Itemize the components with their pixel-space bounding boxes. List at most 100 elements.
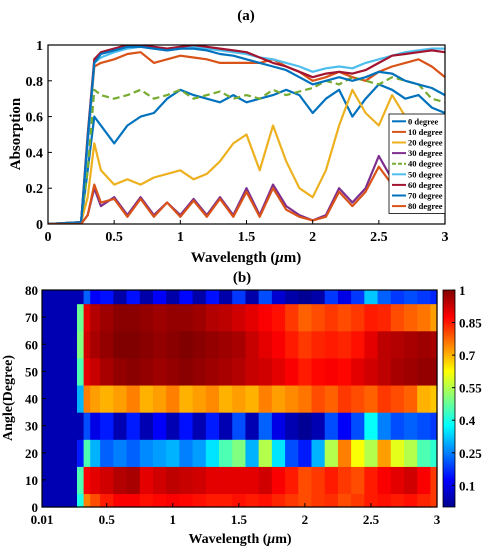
chart-b-heatmap-cell <box>126 357 141 386</box>
chart-b-heatmap-cell <box>100 384 114 413</box>
chart-b-heatmap-cell <box>390 290 405 305</box>
chart-b-x-tick-label: 1.5 <box>231 512 248 527</box>
chart-b-heatmap-cell <box>219 412 233 440</box>
chart-b-heatmap-cell <box>113 466 128 495</box>
chart-b-heatmap-cell <box>271 466 286 495</box>
chart-b-heatmap-cell <box>179 330 194 359</box>
chart-b-heatmap-cell <box>192 303 207 332</box>
chart-b-heatmap-cell <box>100 330 114 359</box>
chart-b-heatmap-cell <box>337 290 352 305</box>
chart-b-heatmap-cell <box>258 384 273 413</box>
chart-b-heatmap-cell <box>351 493 365 508</box>
chart-b-x-tick-label: 0.5 <box>99 512 116 527</box>
chart-b-heatmap-cell <box>205 357 220 386</box>
chart-b-y-tick-label: 60 <box>25 337 38 352</box>
chart-b-heatmap-cell <box>298 412 313 440</box>
chart-b-heatmap-cell <box>192 330 207 359</box>
chart-b-heatmap-cell <box>377 384 392 413</box>
chart-b-heatmap-cell <box>42 357 59 386</box>
chart-b-y-ticks: 0 10 20 30 40 50 60 70 80 <box>25 283 46 515</box>
chart-b-heatmap-cell <box>90 412 101 440</box>
chart-b-heatmap-cell <box>403 412 418 440</box>
chart-b-heatmap-cell <box>83 357 91 386</box>
chart-b-heatmap-cell <box>311 493 326 508</box>
chart-a-legend-label: 30 degree <box>408 148 443 158</box>
chart-b-heatmap-cell <box>77 466 85 495</box>
chart-b-heatmap-cell <box>351 303 365 332</box>
chart-a-legend-label: 60 degree <box>408 180 443 190</box>
chart-b-heatmap-cell <box>42 303 59 332</box>
chart-b-heatmap-cell <box>205 330 220 359</box>
chart-b-heatmap-cell <box>377 330 392 359</box>
chart-b-heatmap-cell <box>258 439 273 467</box>
chart-b-heatmap-cell <box>417 357 431 386</box>
chart-b-heatmap-cell <box>77 384 85 413</box>
chart-b-heatmap-cell <box>139 357 154 386</box>
chart-b-heatmap-cell <box>324 384 339 413</box>
chart-b-heatmap-cell <box>179 384 194 413</box>
chart-b-heatmap-cell <box>377 412 392 440</box>
chart-b-heatmap-cell <box>57 439 78 467</box>
chart-b-heatmap-cell <box>377 493 392 508</box>
chart-b-heatmap-cell <box>403 439 418 467</box>
chart-b-heatmap-cell <box>113 412 128 440</box>
chart-b-heatmap-cell <box>192 384 207 413</box>
chart-b-heatmap-cell <box>298 466 313 495</box>
chart-b-heatmap-cell <box>245 466 260 495</box>
chart-b-heatmap-cell <box>83 330 91 359</box>
chart-b-heatmap-cell <box>337 384 352 413</box>
chart-b-heatmap-cell <box>90 384 101 413</box>
chart-b-heatmap-cell <box>258 466 273 495</box>
chart-b-heatmap-cell <box>417 439 431 467</box>
chart-b-heatmap-cell <box>417 330 431 359</box>
chart-b-heatmap-cell <box>324 303 339 332</box>
chart-b-heatmap-cell <box>113 330 128 359</box>
chart-b-x-tick-label: 3 <box>434 512 441 527</box>
chart-b-heatmap-cell <box>258 357 273 386</box>
chart-a-x-tick-label: 1 <box>177 230 184 245</box>
chart-b-heatmap-cell <box>179 290 194 305</box>
chart-b-heatmap-cell <box>42 330 59 359</box>
chart-b-heatmap-cell <box>285 439 299 467</box>
chart-b-heatmap-cell <box>390 412 405 440</box>
chart-b-heatmap-cell <box>351 384 365 413</box>
chart-a-y-ticks: 0 0.2 0.4 0.6 0.8 1 <box>26 39 52 233</box>
chart-b-heatmap-cell <box>364 412 379 440</box>
chart-b-heatmap-cell <box>205 384 220 413</box>
chart-b-colorbar-tick-label: 1 <box>459 283 466 298</box>
chart-b-x-axis-label: Wavelength (μm) <box>188 532 291 547</box>
chart-b-heatmap-cell <box>113 384 128 413</box>
chart-b-heatmap-cell <box>219 466 233 495</box>
chart-b-heatmap-cell <box>113 357 128 386</box>
chart-b-heatmap-cell <box>258 303 273 332</box>
chart-b-heatmap-cell <box>152 384 167 413</box>
chart-a-y-tick-label: 1 <box>36 39 43 54</box>
chart-b-x-axis-label-mu: μ <box>266 532 275 547</box>
chart-b-heatmap-cell <box>77 290 85 305</box>
chart-b-heatmap-cell <box>337 493 352 508</box>
chart-b-heatmap-cell <box>113 303 128 332</box>
chart-b-heatmap-cell <box>337 330 352 359</box>
chart-b-heatmap-cell <box>192 439 207 467</box>
chart-b-heatmap-cell <box>139 493 154 508</box>
chart-b-heatmap-cell <box>364 303 379 332</box>
chart-a-x-ticks: 0 0.5 1 1.5 2 2.5 3 <box>45 220 449 245</box>
chart-b-heatmap-cell <box>100 493 114 508</box>
chart-b-heatmap-cell <box>83 412 91 440</box>
chart-b-heatmap-cell <box>100 290 114 305</box>
chart-b-heatmap-cell <box>42 412 59 440</box>
chart-b-colorbar-tick-label: 0.1 <box>459 478 475 493</box>
chart-b-heatmap-cell <box>271 384 286 413</box>
chart-b-heatmap-cell <box>77 439 85 467</box>
chart-b-heatmap-cell <box>324 466 339 495</box>
chart-a-x-tick-label: 2.5 <box>370 230 388 245</box>
chart-b-x-tick-label: 0.01 <box>31 512 54 527</box>
chart-b-heatmap-cells <box>42 290 438 508</box>
chart-b-heatmap-cell <box>285 357 299 386</box>
chart-b-heatmap-cell <box>179 439 194 467</box>
chart-b-heatmap-cell <box>390 466 405 495</box>
chart-b-heatmap-cell <box>351 439 365 467</box>
chart-b-heatmap-cell <box>351 357 365 386</box>
chart-b-heatmap-cell <box>271 412 286 440</box>
chart-b-heatmap-cell <box>311 330 326 359</box>
